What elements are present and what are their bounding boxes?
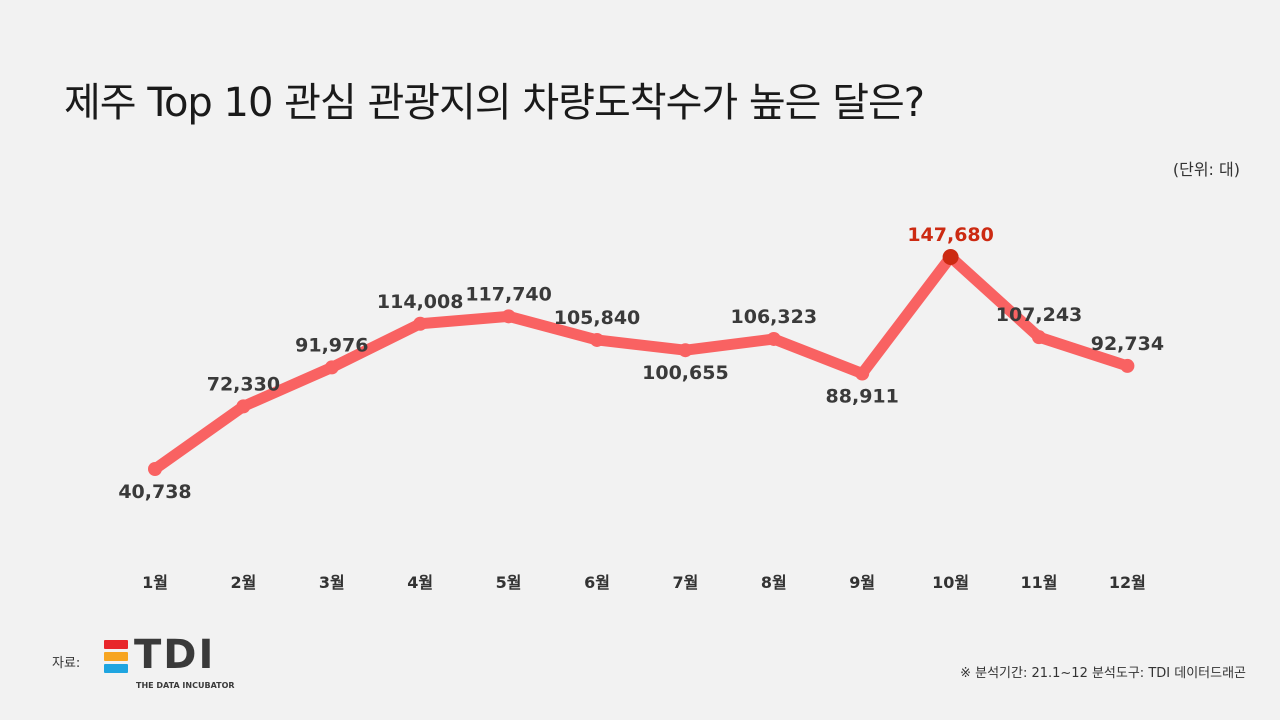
data-point [413,316,428,331]
logo-mark-icon [104,640,128,676]
logo-wordmark: TDI [134,632,216,678]
data-point [942,249,959,265]
data-point [590,332,604,347]
logo-bar-orange [104,652,128,661]
data-point [324,360,339,375]
x-tick-label: 4월 [407,573,433,592]
data-point [148,462,162,476]
data-label: 92,734 [1091,333,1164,355]
x-tick-label: 2월 [230,573,256,592]
footnote: ※ 분석기간: 21.1~12 분석도구: TDI 데이터드래곤 [960,666,1246,681]
source-label: 자료: [52,656,81,671]
data-label: 106,323 [731,306,818,328]
x-tick-label: 7월 [672,573,698,592]
logo-bar-red [104,640,128,649]
x-tick-label: 3월 [319,573,345,592]
data-label: 107,243 [996,304,1083,326]
data-point [678,343,693,358]
x-tick-label: 5월 [496,573,522,592]
data-label: 91,976 [295,334,368,356]
data-label: 105,840 [554,307,641,329]
x-tick-label: 9월 [849,573,875,592]
data-point [236,399,251,414]
line-chart: 40,738 1월 72,330 2월 91,976 3월 114,008 4월 117,740… [118,224,1164,592]
logo-tagline: THE DATA INCUBATOR [136,681,235,690]
data-label: 88,911 [826,386,899,408]
x-tick-label: 1월 [142,573,168,592]
data-point [766,331,781,346]
x-tick-label: 12월 [1109,573,1146,592]
data-label: 117,740 [465,283,552,305]
data-label: 40,738 [118,481,191,503]
series-line [149,251,1133,475]
data-label: 100,655 [642,362,729,384]
data-point [501,309,516,324]
data-label: 72,330 [207,373,280,395]
data-label: 114,008 [377,291,464,313]
x-tick-label: 8월 [761,573,787,592]
data-label: 147,680 [907,224,994,246]
x-tick-label: 11월 [1021,573,1058,592]
data-point [1032,330,1046,345]
data-point [1120,358,1135,373]
unit-label: (단위: 대) [1172,160,1240,179]
data-point [855,366,870,381]
x-tick-label: 6월 [584,573,610,592]
logo-bar-blue [104,664,128,673]
x-tick-label: 10월 [932,573,969,592]
chart-title: 제주 Top 10 관심 관광지의 차량도착수가 높은 달은? [64,80,925,126]
tdi-logo: TDI THE DATA INCUBATOR [104,632,235,692]
